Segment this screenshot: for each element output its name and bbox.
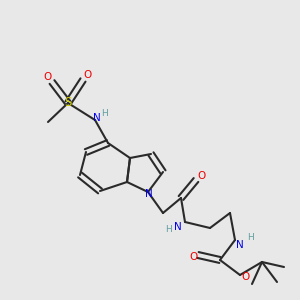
Text: O: O xyxy=(84,70,92,80)
Text: N: N xyxy=(236,240,244,250)
Text: O: O xyxy=(189,252,197,262)
Text: H: H xyxy=(247,233,254,242)
Text: N: N xyxy=(174,222,182,232)
Text: O: O xyxy=(242,272,250,282)
Text: H: H xyxy=(165,226,171,235)
Text: N: N xyxy=(145,189,153,199)
Text: N: N xyxy=(93,113,101,123)
Text: O: O xyxy=(43,72,51,82)
Text: H: H xyxy=(102,110,108,118)
Text: S: S xyxy=(64,97,72,110)
Text: O: O xyxy=(197,171,205,181)
